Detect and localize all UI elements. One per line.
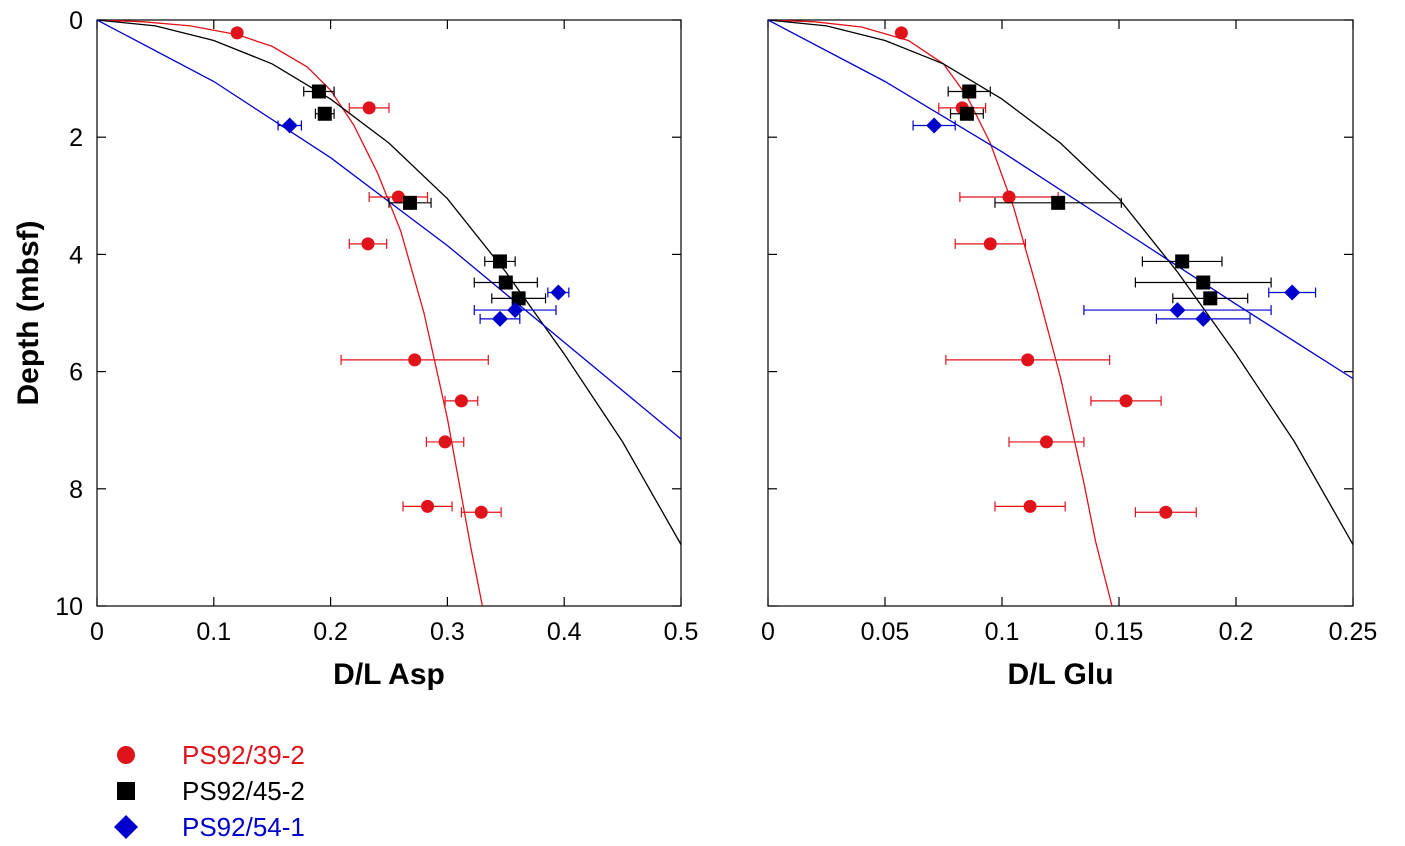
data-point-ps92-45-2 <box>317 106 332 121</box>
data-point-ps92-39-2 <box>983 237 997 251</box>
plot-frame <box>767 19 1354 607</box>
x-tick-label: 0 <box>761 618 775 646</box>
x-tick-label: 0.4 <box>547 618 582 646</box>
data-point-ps92-39-2 <box>408 353 422 367</box>
data-point-ps92-54-1 <box>491 310 508 327</box>
x-tick-label: 0.05 <box>861 618 910 646</box>
plot-frame <box>96 19 682 607</box>
data-point-ps92-45-2 <box>492 254 507 269</box>
data-point-ps92-39-2 <box>1023 499 1037 513</box>
data-point-ps92-39-2 <box>391 190 405 204</box>
data-point-ps92-45-2 <box>511 291 526 306</box>
data-point-ps92-45-2 <box>311 84 326 99</box>
legend-item-ps92-54-1: PS92/54-1 <box>110 810 430 846</box>
data-point-ps92-54-1 <box>550 284 567 301</box>
fit-curve-ps92-45-2 <box>97 20 681 545</box>
legend-item-ps92-45-2: PS92/45-2 <box>110 774 430 810</box>
fit-curve-ps92-39-2 <box>97 20 484 606</box>
x-axis-label: D/L Glu <box>1007 658 1113 691</box>
data-point-ps92-39-2 <box>230 26 244 40</box>
legend-label: PS92/54-1 <box>182 812 305 842</box>
x-tick-label: 0.25 <box>1329 618 1378 646</box>
data-point-ps92-39-2 <box>894 26 908 40</box>
data-point-ps92-45-2 <box>498 275 513 290</box>
y-axis-label: Depth (mbsf) <box>12 221 45 406</box>
y-tick-label: 8 <box>69 476 83 504</box>
data-point-ps92-54-1 <box>281 117 298 134</box>
data-point-ps92-39-2 <box>1021 353 1035 367</box>
legend-label: PS92/45-2 <box>182 776 305 806</box>
data-point-ps92-45-2 <box>1196 275 1211 290</box>
data-point-ps92-45-2 <box>1175 254 1190 269</box>
y-tick-label: 4 <box>69 241 83 269</box>
data-point-ps92-39-2 <box>421 499 435 513</box>
legend-circle-marker <box>117 746 135 764</box>
data-point-ps92-39-2 <box>454 394 468 408</box>
x-axis-label: D/L Asp <box>333 658 445 691</box>
y-tick-label: 6 <box>69 359 83 387</box>
fit-curve-ps92-54-1 <box>97 20 681 440</box>
data-point-ps92-54-1 <box>1169 302 1186 319</box>
data-point-ps92-39-2 <box>1159 505 1173 519</box>
y-tick-label: 2 <box>69 124 83 152</box>
data-point-ps92-54-1 <box>1284 284 1301 301</box>
legend-item-ps92-39-2: PS92/39-2 <box>110 738 430 774</box>
data-point-ps92-39-2 <box>1002 190 1016 204</box>
fit-curve-ps92-54-1 <box>768 20 1353 380</box>
data-point-ps92-39-2 <box>362 101 376 115</box>
x-tick-label: 0 <box>90 618 104 646</box>
x-tick-label: 0.3 <box>430 618 465 646</box>
data-point-ps92-45-2 <box>1051 195 1066 210</box>
data-point-ps92-39-2 <box>1039 435 1053 449</box>
y-tick-label: 0 <box>69 7 83 35</box>
data-point-ps92-45-2 <box>403 195 418 210</box>
x-tick-label: 0.2 <box>1219 618 1254 646</box>
y-tick-label: 10 <box>55 593 83 621</box>
data-point-ps92-54-1 <box>1195 310 1212 327</box>
legend-square-marker <box>117 782 135 800</box>
data-point-ps92-39-2 <box>438 435 452 449</box>
data-point-ps92-39-2 <box>474 505 488 519</box>
data-point-ps92-39-2 <box>361 237 375 251</box>
data-point-ps92-45-2 <box>959 106 974 121</box>
data-point-ps92-39-2 <box>1119 394 1133 408</box>
data-point-ps92-54-1 <box>507 302 524 319</box>
legend-label: PS92/39-2 <box>182 740 305 770</box>
panel-asp: 0 0.1 0.2 0.3 0.4 0.5 0 2 4 6 8 10 D/L Asp Depth (mbs… <box>12 7 698 691</box>
fit-curve-ps92-45-2 <box>768 20 1353 545</box>
legend: PS92/39-2 PS92/45-2 PS92/54-1 <box>110 738 430 846</box>
panel-glu: 0 0.05 0.1 0.15 0.2 0.25 D/L Glu <box>761 19 1378 691</box>
x-tick-label: 0.15 <box>1095 618 1144 646</box>
data-point-ps92-45-2 <box>962 84 977 99</box>
data-point-ps92-45-2 <box>1203 291 1218 306</box>
x-tick-label: 0.1 <box>985 618 1020 646</box>
x-tick-label: 0.2 <box>313 618 348 646</box>
data-point-ps92-54-1 <box>926 117 943 134</box>
x-tick-label: 0.1 <box>196 618 231 646</box>
fit-curve-ps92-39-2 <box>768 20 1113 606</box>
x-tick-label: 0.5 <box>664 618 699 646</box>
legend-diamond-marker <box>114 815 138 839</box>
